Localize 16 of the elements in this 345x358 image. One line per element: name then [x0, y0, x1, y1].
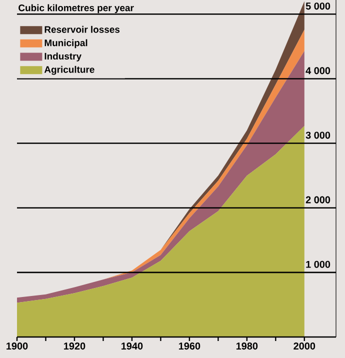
x-tick-label: 2000 — [294, 342, 316, 350]
y-tick-label: 3 000 — [306, 132, 330, 139]
x-tick-label: 1900 — [6, 342, 28, 350]
legend-label: Agriculture — [44, 66, 94, 75]
y-tick-label: 5 000 — [306, 2, 330, 10]
x-tick-label: 1960 — [178, 342, 200, 350]
legend-label: Municipal — [44, 39, 88, 48]
y-tick-label: 4 000 — [306, 67, 330, 74]
x-tick-label: 1920 — [64, 342, 86, 350]
legend-label: Industry — [44, 52, 82, 62]
y-axis-title: Cubic kilometres per year — [18, 4, 134, 14]
x-tick-label: 1940 — [122, 342, 143, 350]
x-tick-label: 1980 — [236, 342, 258, 350]
y-tick-label: 2 000 — [306, 196, 330, 204]
legend-label: Reservoir losses — [44, 26, 120, 33]
y-tick-label: 1 000 — [306, 260, 330, 268]
